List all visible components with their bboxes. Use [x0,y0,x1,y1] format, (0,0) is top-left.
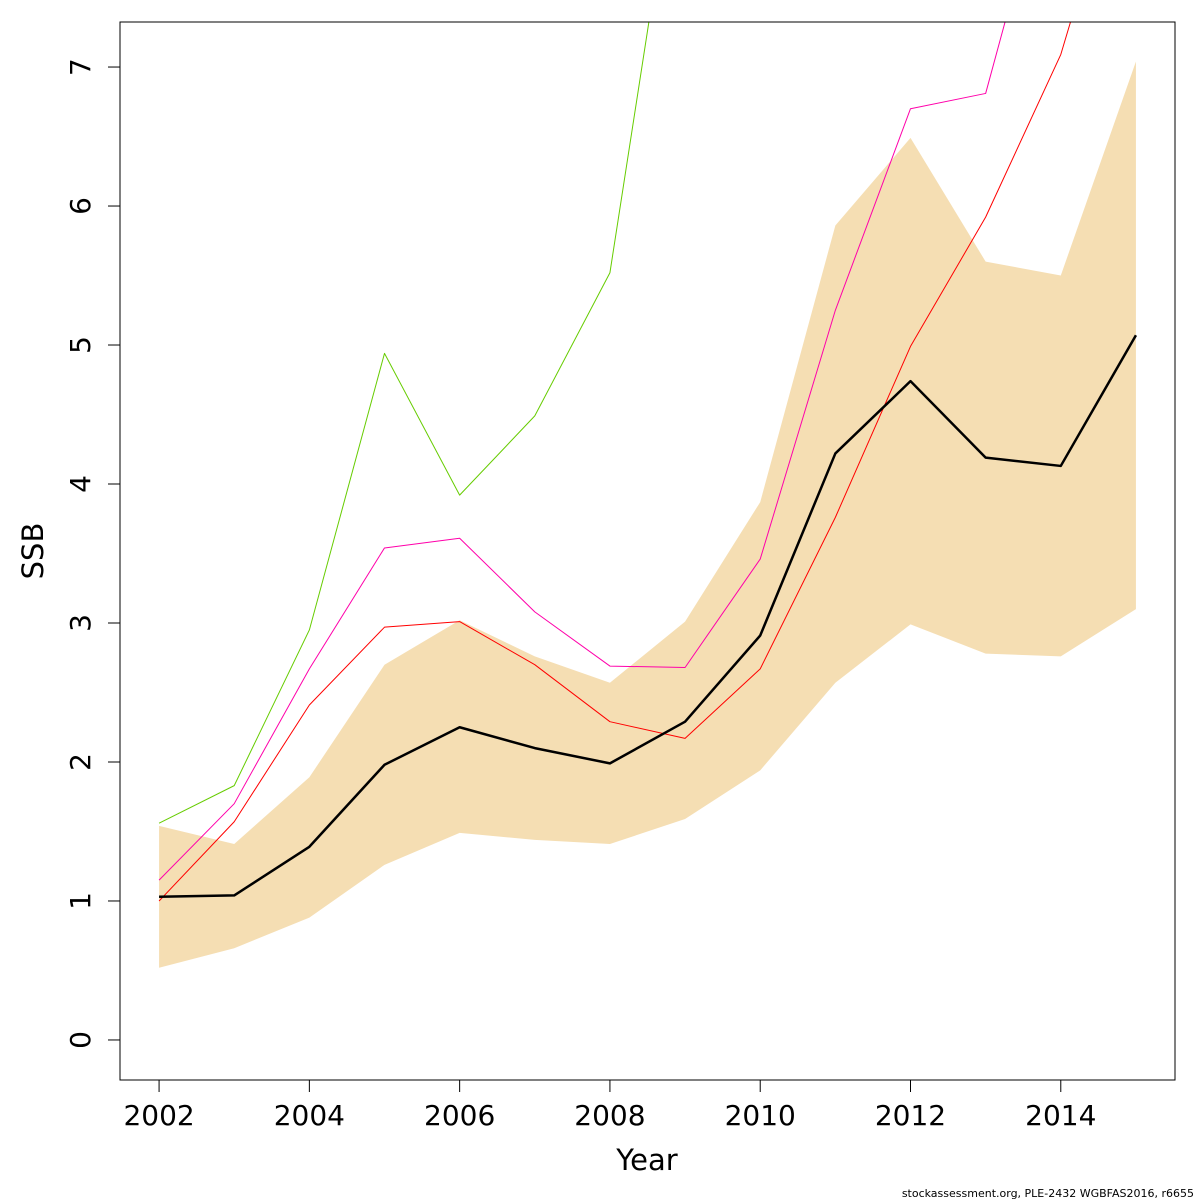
y-tick-label: 1 [64,892,97,910]
y-tick-label: 3 [64,614,97,632]
x-tick-label: 2006 [424,1099,495,1132]
x-tick-label: 2014 [1025,1099,1096,1132]
x-tick-label: 2010 [725,1099,796,1132]
y-tick-label: 7 [64,58,97,76]
y-axis-label: SSB [16,523,50,580]
x-axis-label: Year [615,1143,677,1177]
y-tick-label: 2 [64,753,97,771]
series-line [158,22,650,824]
series-line [159,334,1138,899]
y-tick-label: 5 [64,336,97,354]
confidence-band [159,61,1136,968]
x-tick-label: 2008 [574,1099,645,1132]
x-tick-label: 2002 [123,1099,194,1132]
x-tick-label: 2012 [875,1099,946,1132]
y-tick-label: 0 [64,1031,97,1049]
y-tick-label: 6 [64,197,97,215]
footer: stockassessment.org, PLE-2432 WGBFAS2016… [902,1187,1194,1200]
series-line [158,22,1072,902]
x-tick-label: 2004 [274,1099,345,1132]
series-line [158,22,1006,881]
y-tick-label: 4 [64,475,97,493]
plot-area [158,22,1138,968]
